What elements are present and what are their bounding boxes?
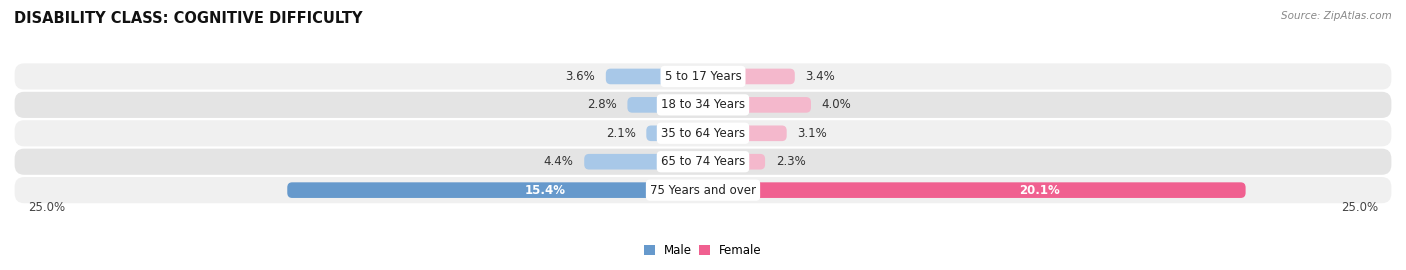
Text: 25.0%: 25.0% — [28, 201, 65, 214]
Legend: Male, Female: Male, Female — [640, 240, 766, 262]
Text: 15.4%: 15.4% — [524, 184, 565, 197]
Text: 5 to 17 Years: 5 to 17 Years — [665, 70, 741, 83]
Text: 2.8%: 2.8% — [586, 98, 617, 111]
FancyBboxPatch shape — [703, 154, 765, 170]
Text: Source: ZipAtlas.com: Source: ZipAtlas.com — [1281, 11, 1392, 21]
Text: 20.1%: 20.1% — [1019, 184, 1060, 197]
FancyBboxPatch shape — [606, 69, 703, 84]
Text: 2.1%: 2.1% — [606, 127, 636, 140]
FancyBboxPatch shape — [647, 126, 703, 141]
FancyBboxPatch shape — [14, 92, 1392, 118]
Text: 3.1%: 3.1% — [797, 127, 827, 140]
FancyBboxPatch shape — [14, 63, 1392, 90]
Text: DISABILITY CLASS: COGNITIVE DIFFICULTY: DISABILITY CLASS: COGNITIVE DIFFICULTY — [14, 11, 363, 26]
Text: 3.4%: 3.4% — [806, 70, 835, 83]
Text: 35 to 64 Years: 35 to 64 Years — [661, 127, 745, 140]
Text: 4.0%: 4.0% — [821, 98, 852, 111]
FancyBboxPatch shape — [627, 97, 703, 113]
Text: 4.4%: 4.4% — [544, 155, 574, 168]
Text: 65 to 74 Years: 65 to 74 Years — [661, 155, 745, 168]
FancyBboxPatch shape — [703, 126, 787, 141]
FancyBboxPatch shape — [703, 69, 794, 84]
FancyBboxPatch shape — [287, 182, 703, 198]
Text: 2.3%: 2.3% — [776, 155, 806, 168]
Text: 75 Years and over: 75 Years and over — [650, 184, 756, 197]
FancyBboxPatch shape — [703, 182, 1246, 198]
FancyBboxPatch shape — [14, 120, 1392, 146]
FancyBboxPatch shape — [703, 97, 811, 113]
Text: 3.6%: 3.6% — [565, 70, 595, 83]
Text: 18 to 34 Years: 18 to 34 Years — [661, 98, 745, 111]
FancyBboxPatch shape — [14, 177, 1392, 203]
FancyBboxPatch shape — [585, 154, 703, 170]
Text: 25.0%: 25.0% — [1341, 201, 1378, 214]
FancyBboxPatch shape — [14, 149, 1392, 175]
